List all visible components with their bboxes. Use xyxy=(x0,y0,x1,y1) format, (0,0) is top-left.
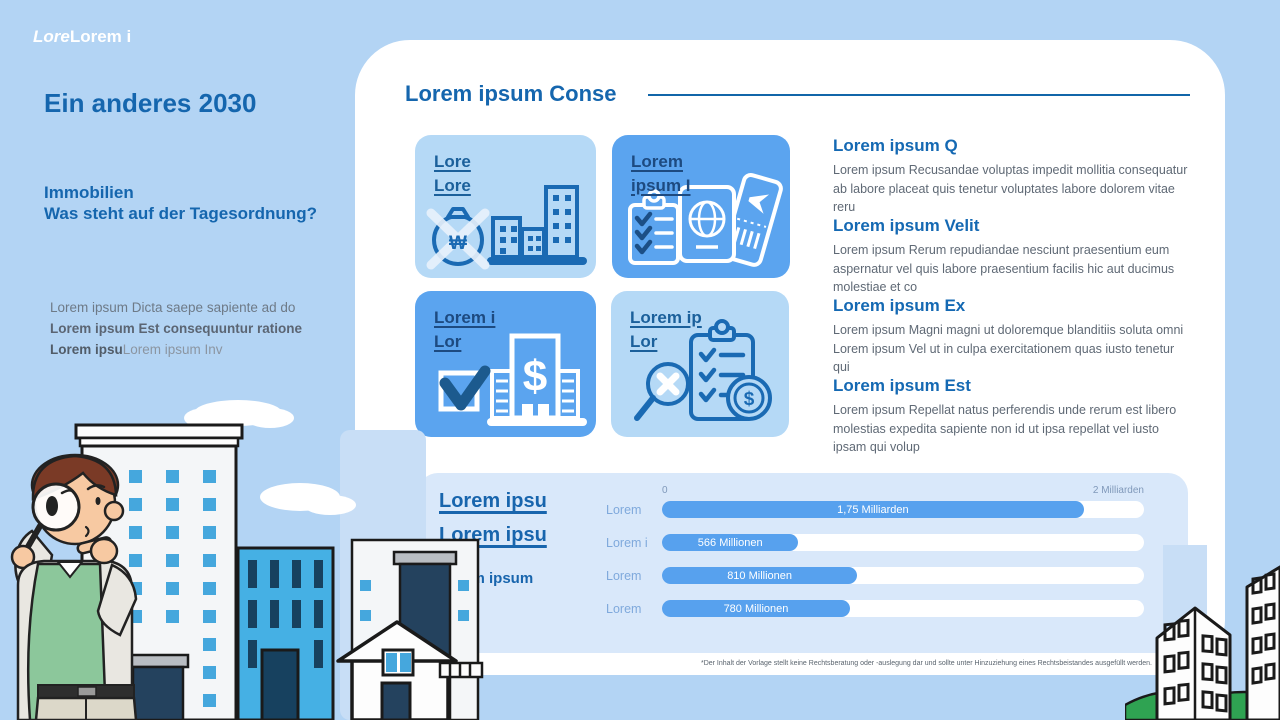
section-body: Lorem ipsum Rerum repudiandae nesciunt p… xyxy=(833,243,1175,294)
bar-fill: 566 Millionen xyxy=(662,534,799,551)
chart-category-label: Lorem xyxy=(606,568,642,583)
checkbox-bank-dollar-icon: $ xyxy=(438,333,587,426)
magnifier-clipboard-coin-icon: $ xyxy=(634,319,772,421)
tile-audit-label[interactable]: Lorem ip Lor xyxy=(630,308,702,351)
tile-travel: Lorem ipsum I xyxy=(612,135,790,278)
section-heading: Lorem ipsum Est xyxy=(833,376,971,395)
page-title: Ein anderes 2030 xyxy=(44,88,257,118)
outline-buildings-illustration xyxy=(1125,545,1280,720)
subtitle-line2: Was steht auf der Tagesordnung? xyxy=(44,204,317,223)
chart-row: Lorem 1,75 Milliarden xyxy=(598,501,1144,518)
chart-category-label: Lorem xyxy=(606,502,642,517)
bar-track: 810 Millionen xyxy=(662,567,1144,584)
list-item: Lorem ipsuLorem ipsum Inv xyxy=(50,342,223,357)
svg-text:$: $ xyxy=(523,352,547,401)
page-subtitle: Immobilien Was steht auf der Tagesordnun… xyxy=(44,182,317,224)
tile-travel-label[interactable]: Lorem ipsum I xyxy=(631,152,691,195)
bar-track: 1,75 Milliarden xyxy=(662,501,1144,518)
logo: LoreLorem i xyxy=(33,27,131,47)
subtitle-line1: Immobilien xyxy=(44,183,134,202)
bar-value-label: 566 Millionen xyxy=(697,536,763,549)
chart-links: Lorem ipsu Lorem ipsu xyxy=(439,490,547,558)
chart-category-label: Lorem i xyxy=(606,535,648,550)
section-heading: Lorem ipsum Ex xyxy=(833,296,966,315)
bar-fill: 810 Millionen xyxy=(662,567,858,584)
money-bag-crossed-buildings-icon: ₩ xyxy=(426,185,587,270)
section-heading: Lorem ipsum Velit xyxy=(833,216,980,235)
card-title: Lorem ipsum Conse xyxy=(405,81,617,106)
section-ex: Lorem ipsum Ex Lorem ipsum Magni magni u… xyxy=(833,296,1189,377)
tile-fees: ₩ Lore Lore xyxy=(415,135,596,278)
section-velit: Lorem ipsum Velit Lorem ipsum Rerum repu… xyxy=(833,216,1189,297)
checklist-passport-ticket-icon xyxy=(628,173,783,267)
legal-footnote: *Der Inhalt der Vorlage stellt keine Rec… xyxy=(700,660,1152,667)
man-with-magnifier-illustration xyxy=(10,453,138,720)
section-heading: Lorem ipsum Q xyxy=(833,136,958,155)
chart-link-1[interactable]: Lorem ipsu xyxy=(439,490,547,512)
section-est: Lorem ipsum Est Lorem ipsum Repellat nat… xyxy=(833,376,1189,457)
bar-value-label: 780 Millionen xyxy=(723,602,789,615)
bar-value-label: 1,75 Milliarden xyxy=(837,503,909,516)
tile-bank: $ Lorem i Lor xyxy=(415,291,596,437)
axis-min-label: 0 xyxy=(662,485,668,496)
chart-row: Lorem 780 Millionen xyxy=(598,600,1144,617)
list-item: Lorem ipsum Est consequuntur ratione xyxy=(50,321,303,336)
logo-bold: Lorem i xyxy=(69,27,132,46)
axis-max-label: 2 Milliarden xyxy=(1092,485,1144,496)
bar-fill: 1,75 Milliarden xyxy=(662,501,1084,518)
city-illustration xyxy=(74,400,484,720)
svg-text:$: $ xyxy=(744,389,755,410)
title-divider xyxy=(648,94,1190,96)
logo-italic: Lore xyxy=(33,27,70,46)
list-item: Lorem ipsum Dicta saepe sapiente ad do xyxy=(50,300,296,315)
chart-axis: 0 2 Milliarden xyxy=(662,485,1144,496)
bar-track: 780 Millionen xyxy=(662,600,1144,617)
section-q: Lorem ipsum Q Lorem ipsum Recusandae vol… xyxy=(833,136,1189,217)
tile-audit: $ Lorem ip Lor xyxy=(611,291,789,437)
bar-fill: 780 Millionen xyxy=(662,600,850,617)
svg-text:₩: ₩ xyxy=(449,233,467,254)
chart-panel: Lorem ipsu Lorem ipsu Lorem ipsum 0 2 Mi… xyxy=(418,473,1188,653)
section-body: Lorem ipsum Recusandae voluptas impedit … xyxy=(833,163,1188,214)
tile-bank-label[interactable]: Lorem i Lor xyxy=(434,308,496,351)
bar-chart-rows: Lorem 1,75 Milliarden Lorem i 566 Millionen… xyxy=(598,501,1144,633)
chart-row: Lorem 810 Millionen xyxy=(598,567,1144,584)
bar-value-label: 810 Millionen xyxy=(727,569,793,582)
section-body: Lorem ipsum Repellat natus perferendis u… xyxy=(833,403,1177,454)
chart-row: Lorem i 566 Millionen xyxy=(598,534,1144,551)
sidebar-list: Lorem ipsum Dicta saepe sapiente ad do L… xyxy=(50,297,302,360)
section-body: Lorem ipsum Magni magni ut doloremque bl… xyxy=(833,323,1184,374)
chart-category-label: Lorem xyxy=(606,601,642,616)
bar-track: 566 Millionen xyxy=(662,534,1144,551)
tile-fees-label[interactable]: Lore Lore xyxy=(434,152,471,195)
